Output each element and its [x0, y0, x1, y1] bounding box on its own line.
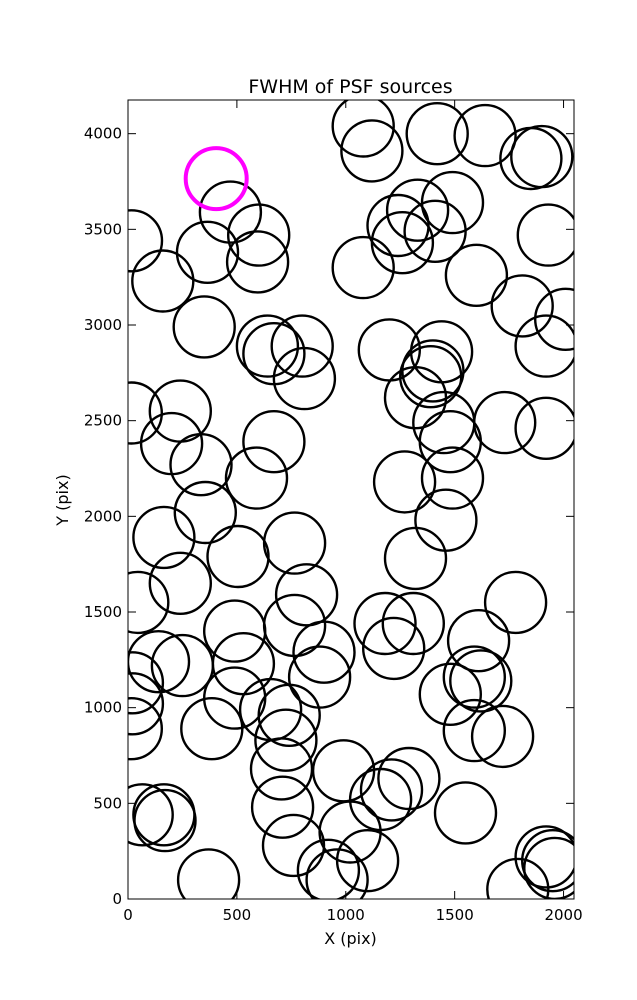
psf-source-marker: [128, 630, 191, 694]
y-axis-label: Y (pix): [53, 474, 72, 526]
psf-source-marker: [292, 620, 356, 684]
plot-frame: [127, 99, 575, 900]
y-tick-label: 3500: [84, 220, 122, 238]
y-tick-label: 2500: [84, 412, 122, 430]
psf-source-marker: [381, 591, 445, 656]
psf-source-marker: [370, 210, 435, 275]
psf-source-marker: [128, 570, 170, 635]
psf-source-marker: [242, 410, 306, 474]
y-tick-label: 3000: [84, 316, 122, 334]
psf-source-marker: [516, 203, 574, 267]
y-tick-label: 4000: [84, 125, 122, 143]
psf-source-marker: [534, 287, 574, 351]
psf-source-marker: [296, 838, 361, 899]
psf-source-marker: [169, 433, 233, 497]
chart-title: FWHM of PSF sources: [248, 76, 452, 98]
psf-source-marker: [442, 645, 506, 709]
psf-source-marker: [514, 396, 574, 460]
psf-source-marker: [227, 203, 291, 267]
psf-source-marker: [521, 829, 574, 893]
psf-source-marker: [473, 390, 537, 455]
psf-source-marker: [274, 563, 339, 627]
psf-source-marker: [128, 783, 174, 847]
psf-source-marker: [446, 609, 511, 673]
y-tick-label: 2000: [84, 507, 122, 525]
psf-source-marker: [514, 825, 574, 889]
psf-source-marker: [335, 829, 400, 893]
psf-source-marker: [444, 243, 509, 307]
marker-group: [128, 100, 574, 899]
psf-source-marker: [483, 570, 548, 635]
psf-source-marker: [261, 813, 326, 878]
psf-source-marker: [270, 314, 334, 378]
psf-source-marker: [385, 178, 450, 242]
psf-source-marker: [206, 524, 270, 589]
psf-source-marker: [128, 381, 163, 445]
psf-source-marker: [510, 124, 574, 189]
x-axis-label: X (pix): [324, 929, 377, 948]
y-tick-label: 0: [112, 890, 122, 908]
tick-group: 0 500 1000 1500 2000 0 500 1000 1500 2000 2500 3000…: [84, 100, 583, 924]
psf-source-marker: [180, 697, 244, 761]
psf-source-marker: [372, 450, 437, 514]
psf-source-marker: [490, 274, 554, 338]
psf-source-marker: [173, 480, 238, 545]
x-tick-label: 1500: [436, 906, 474, 924]
psf-source-marker: [433, 781, 498, 845]
psf-source-marker: [172, 295, 236, 359]
psf-source-marker: [198, 180, 263, 244]
psf-source-marker: [359, 758, 424, 822]
psf-source-marker: [235, 314, 300, 378]
psf-source-marker: [224, 446, 289, 510]
x-tick-label: 2000: [544, 906, 582, 924]
psf-source-marker: [420, 446, 485, 510]
x-tick-label: 500: [223, 906, 252, 924]
psf-source-marker: [132, 505, 196, 570]
psf-source-marker: [331, 100, 395, 158]
psf-source-marker: [150, 633, 215, 698]
psf-source-marker: [399, 345, 463, 409]
psf-source-marker: [362, 616, 426, 681]
psf-source-marker: [514, 314, 574, 378]
psf-source-marker: [453, 103, 517, 168]
highlighted-source-marker: [183, 146, 249, 212]
psf-source-marker: [353, 591, 417, 656]
psf-source-marker: [383, 366, 448, 430]
y-tick-label: 1000: [84, 699, 122, 717]
x-tick-label: 0: [123, 906, 133, 924]
psf-source-marker: [340, 119, 404, 183]
psf-source-marker: [449, 649, 513, 713]
psf-source-marker: [128, 651, 165, 715]
psf-source-marker: [305, 848, 369, 899]
psf-source-marker: [128, 672, 165, 736]
psf-source-marker: [272, 346, 337, 411]
psf-source-marker: [133, 788, 197, 853]
psf-source-marker: [254, 708, 318, 772]
psf-source-marker: [176, 848, 241, 899]
psf-source-marker: [405, 101, 469, 166]
y-tick-label: 1500: [84, 603, 122, 621]
psf-source-marker: [250, 775, 315, 839]
psf-source-marker: [486, 857, 550, 899]
psf-source-marker: [128, 697, 163, 761]
psf-source-marker: [287, 645, 352, 709]
psf-source-marker: [420, 170, 485, 235]
psf-source-marker: [175, 220, 240, 285]
psf-source-marker: [225, 230, 290, 294]
x-tick-label: 1000: [327, 906, 365, 924]
psf-source-marker: [470, 704, 535, 769]
psf-source-marker: [128, 209, 164, 273]
psf-source-marker: [442, 698, 506, 763]
psf-source-marker: [148, 551, 213, 615]
psf-source-marker: [383, 526, 448, 591]
psf-source-marker: [331, 235, 395, 300]
psf-source-marker: [418, 662, 482, 726]
psf-source-marker: [131, 249, 195, 313]
y-tick-label: 500: [93, 794, 122, 812]
psf-source-marker: [262, 511, 327, 575]
